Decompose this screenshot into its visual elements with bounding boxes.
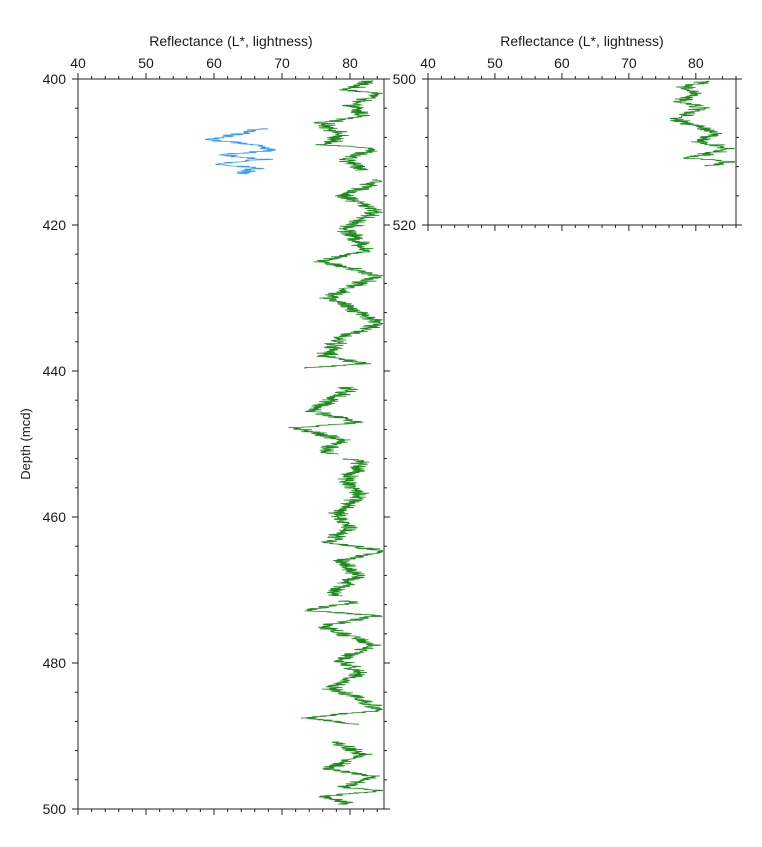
- x-tick-label: 80: [688, 55, 704, 71]
- y-tick-label: 500: [393, 71, 417, 87]
- x-tick-label: 50: [138, 55, 154, 71]
- data-series-2-segment-1: [204, 128, 277, 175]
- chart-title: Reflectance (L*, lightness): [500, 33, 663, 49]
- x-tick-label: 40: [420, 55, 436, 71]
- y-tick-label: 400: [43, 71, 67, 87]
- y-axis-label: Depth (mcd): [18, 408, 33, 480]
- data-series-1-segment-3: [288, 386, 364, 455]
- data-series-1-segment-4: [321, 458, 384, 597]
- y-tick-label: 500: [43, 801, 67, 817]
- chart-panel-2: Reflectance (L*, lightness) 40 50 60 70 80 500…: [393, 33, 742, 233]
- x-tick-label: 70: [274, 55, 290, 71]
- data-series-1-segment-6: [318, 741, 384, 805]
- chart-panel-1: Reflectance (L*, lightness) 40 50 60 70 80 400…: [18, 33, 390, 817]
- data-series-1-segment-1: [669, 80, 736, 167]
- x-tick-label: 60: [554, 55, 570, 71]
- x-tick-label: 40: [70, 55, 86, 71]
- x-tick-label: 60: [206, 55, 222, 71]
- chart-title: Reflectance (L*, lightness): [149, 33, 312, 49]
- y-tick-label: 480: [43, 655, 67, 671]
- x-tick-label: 50: [487, 55, 503, 71]
- data-series-1-segment-1: [313, 80, 384, 171]
- y-tick-label: 420: [43, 217, 67, 233]
- y-tick-label: 520: [393, 217, 417, 233]
- y-tick-label: 440: [43, 363, 67, 379]
- x-tick-label: 70: [621, 55, 637, 71]
- x-tick-label: 80: [342, 55, 358, 71]
- data-series-1-segment-2: [303, 179, 384, 369]
- data-series-1-segment-5: [300, 600, 384, 725]
- y-tick-label: 460: [43, 509, 67, 525]
